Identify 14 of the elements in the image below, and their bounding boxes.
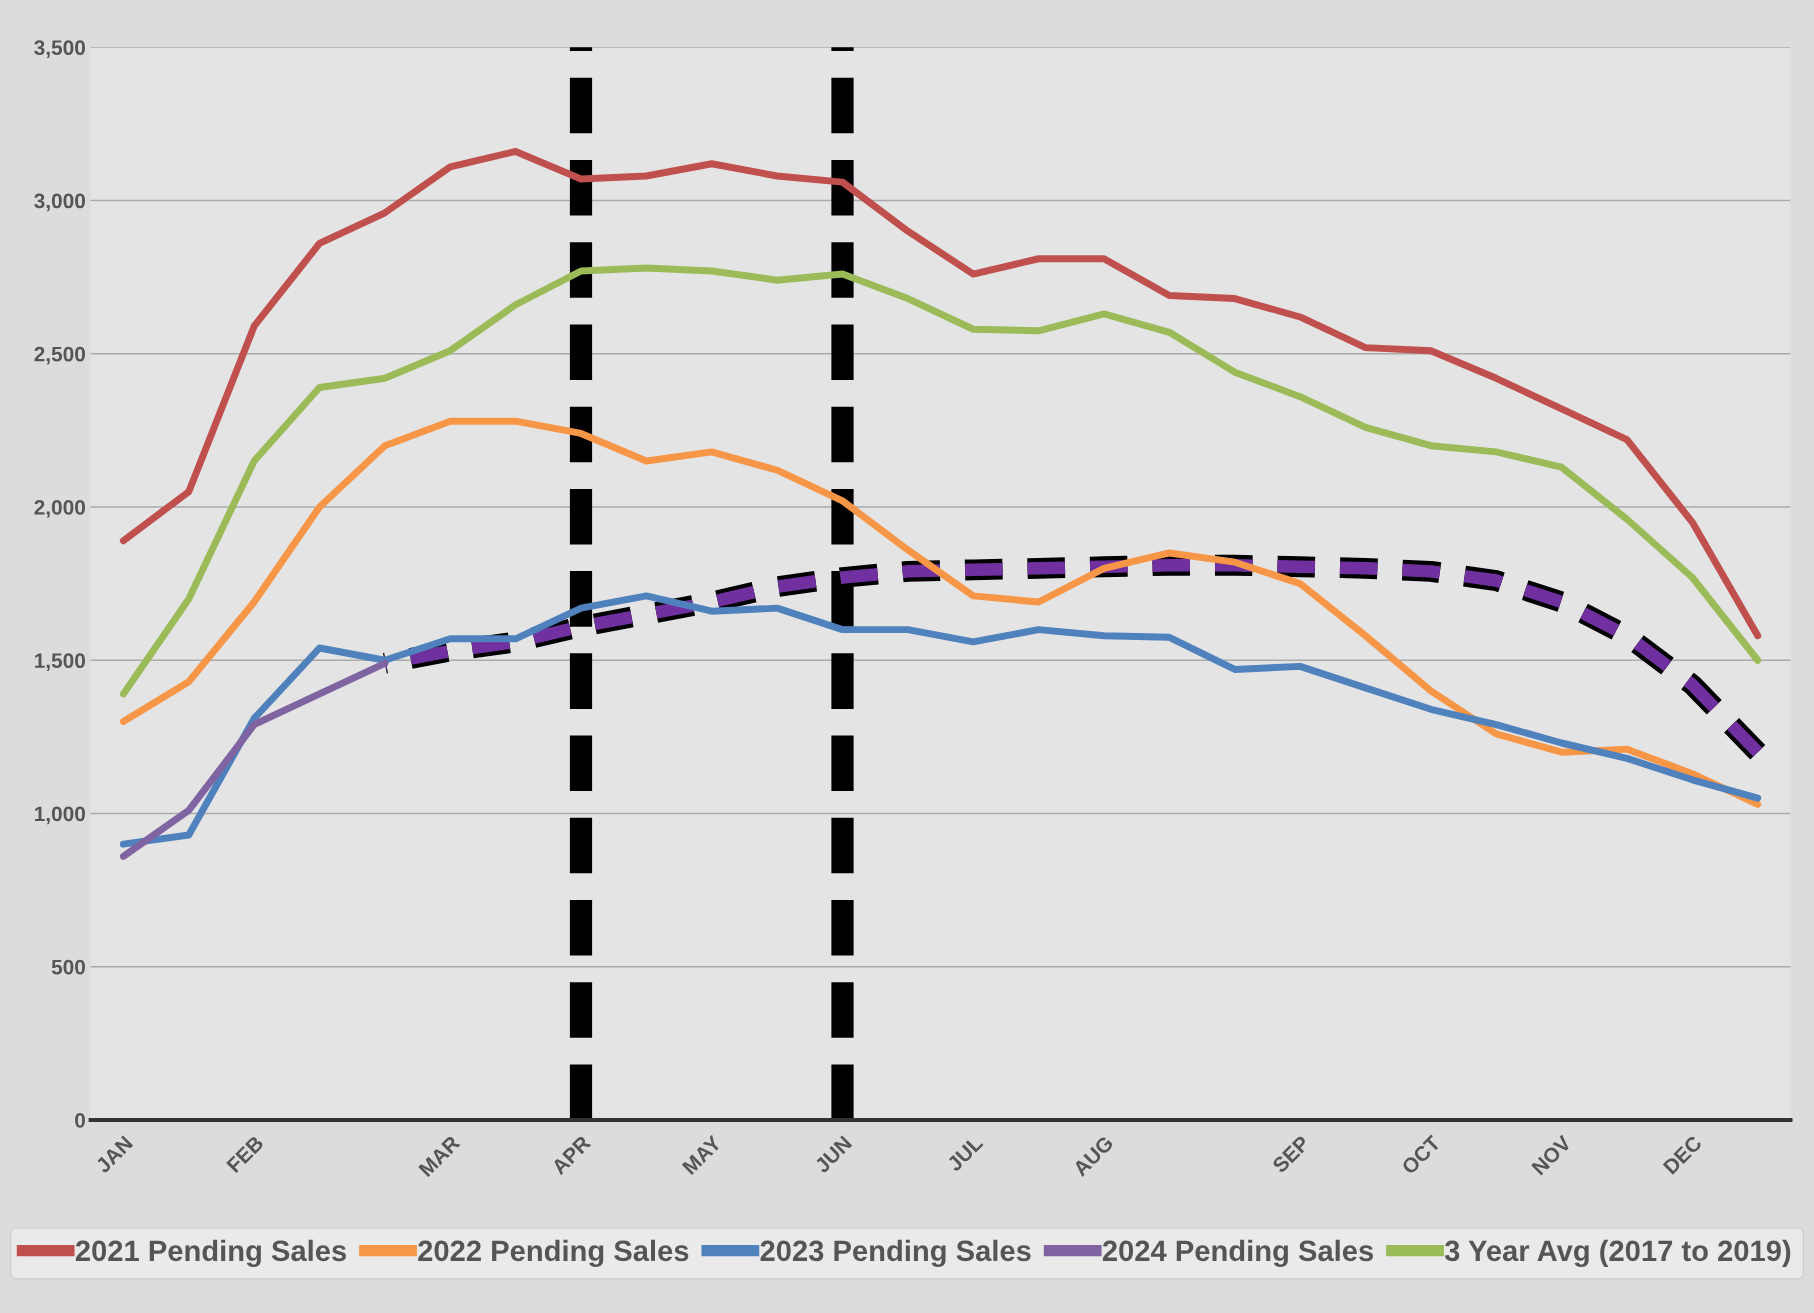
legend-label: 2024 Pending Sales: [1102, 1239, 1373, 1268]
legend-label: 2021 Pending Sales: [75, 1239, 346, 1268]
y-tick-label: 500: [51, 959, 85, 975]
legend-label: 2022 Pending Sales: [418, 1239, 689, 1268]
y-tick-label: 1,500: [35, 653, 85, 672]
legend-label: 2023 Pending Sales: [760, 1239, 1031, 1268]
legend-label: 3 Year Avg (2017 to 2019): [1444, 1239, 1791, 1268]
y-tick-label: 0: [75, 1112, 85, 1128]
y-tick-label: 2,000: [34, 500, 85, 518]
y-tick-label: 3,000: [34, 193, 85, 212]
x-tick-label: JUL: [946, 1134, 984, 1173]
y-tick-label: 3,500: [34, 40, 85, 59]
y-tick-label: 2,500: [34, 346, 85, 365]
y-tick-label: 1,000: [35, 806, 85, 825]
